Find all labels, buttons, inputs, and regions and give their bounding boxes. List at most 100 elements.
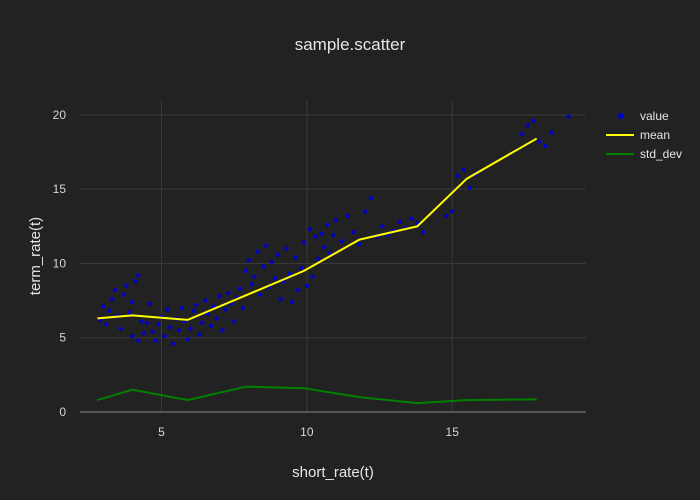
- scatter-point: [249, 282, 254, 287]
- scatter-point: [243, 268, 248, 274]
- scatter-point: [409, 216, 414, 222]
- scatter-point: [130, 299, 135, 305]
- x-axis-title: short_rate(t): [292, 464, 374, 481]
- scatter-point: [220, 328, 225, 333]
- scatter-point: [566, 114, 571, 119]
- scatter-point: [397, 219, 403, 225]
- x-tick-label: 10: [300, 425, 314, 439]
- scatter-point: [217, 293, 222, 299]
- scatter-point: [135, 338, 141, 343]
- y-tick-label: 20: [53, 108, 67, 122]
- scatter-point: [135, 273, 141, 278]
- y-tick-label: 5: [59, 331, 66, 345]
- scatter-point: [147, 301, 152, 306]
- scatter-point: [208, 323, 214, 329]
- scatter-point: [101, 304, 106, 309]
- scatter-point: [141, 331, 147, 336]
- scatter-point: [252, 274, 257, 279]
- scatter-point: [339, 238, 344, 244]
- scatter-point: [284, 246, 289, 251]
- scatter-point: [103, 322, 109, 327]
- scatter-point: [246, 258, 251, 263]
- scatter-point: [258, 292, 263, 297]
- scatter-point: [127, 310, 132, 315]
- x-tick-label: 5: [158, 425, 165, 439]
- scatter-point: [165, 307, 170, 312]
- scatter-point: [226, 290, 231, 296]
- scatter-point: [543, 143, 548, 149]
- scatter-point: [199, 320, 205, 326]
- axes: 5 10 15 0 5 10 15 20: [53, 108, 460, 439]
- scatter-point: [322, 244, 327, 250]
- chart-title: sample.scatter: [295, 35, 406, 54]
- scatter-point: [295, 287, 301, 293]
- series-layer: [97, 114, 571, 405]
- scatter-point: [319, 231, 324, 236]
- scatter-point: [298, 265, 304, 271]
- scatter-point: [167, 325, 173, 330]
- scatter-point: [531, 118, 536, 124]
- scatter-point: [444, 213, 449, 219]
- legend-item: value: [618, 109, 669, 123]
- scatter-point: [124, 283, 129, 288]
- scatter-point: [197, 332, 202, 337]
- scatter-point: [307, 227, 312, 232]
- scatter-point: [461, 167, 467, 173]
- scatter-point: [261, 264, 266, 269]
- scatter-point: [237, 286, 243, 291]
- scatter-point: [118, 326, 123, 331]
- scatter-point: [362, 209, 368, 214]
- scatter-point: [176, 328, 182, 333]
- legend: value mean std_dev: [606, 109, 682, 161]
- legend-item: mean: [606, 128, 670, 142]
- scatter-point: [380, 224, 385, 229]
- x-tick-label: 15: [446, 425, 460, 439]
- scatter-point: [150, 329, 155, 334]
- grid: [80, 100, 586, 413]
- scatter-point: [240, 305, 246, 311]
- scatter-point: [162, 334, 167, 339]
- scatter-point: [255, 249, 260, 254]
- scatter-point: [345, 213, 350, 219]
- scatter-point: [214, 316, 219, 321]
- scatter-point: [109, 296, 115, 302]
- scatter-point: [112, 287, 118, 293]
- scatter-point: [301, 240, 307, 245]
- scatter-point: [144, 320, 150, 326]
- scatter-point: [133, 279, 138, 284]
- scatter-point: [185, 337, 190, 342]
- scatter-point: [310, 274, 315, 279]
- y-axis-title: term_rate(t): [27, 217, 44, 295]
- scatter-point: [153, 338, 158, 343]
- scatter-point: [156, 322, 161, 327]
- scatter-point: [316, 256, 321, 262]
- scatter-point: [106, 308, 112, 314]
- legend-marker: [618, 113, 624, 119]
- scatter-point: [351, 230, 356, 235]
- scatter-point: [455, 173, 461, 178]
- scatter-point: [548, 130, 554, 135]
- legend-item: std_dev: [606, 147, 682, 161]
- scatter-point: [304, 283, 310, 288]
- scatter-point: [275, 252, 280, 257]
- scatter-point: [191, 308, 196, 314]
- scatter-point: [130, 334, 135, 339]
- scatter-point: [356, 241, 362, 247]
- scatter-point: [272, 276, 278, 281]
- scatter-point: [537, 139, 542, 144]
- scatter-point: [324, 222, 330, 227]
- scatter-point: [269, 259, 275, 265]
- series-mean: [97, 137, 538, 321]
- scatter-point: [170, 341, 176, 346]
- plot-area: [80, 100, 586, 412]
- scatter-point: [368, 195, 374, 201]
- scatter-point: [467, 185, 472, 190]
- series-value: [98, 114, 571, 346]
- scatter-point: [290, 299, 295, 305]
- scatter-point: [420, 230, 426, 235]
- scatter-point: [292, 255, 298, 260]
- scatter-point: [179, 305, 184, 311]
- scatter-point: [231, 319, 237, 324]
- scatter-point: [278, 296, 283, 302]
